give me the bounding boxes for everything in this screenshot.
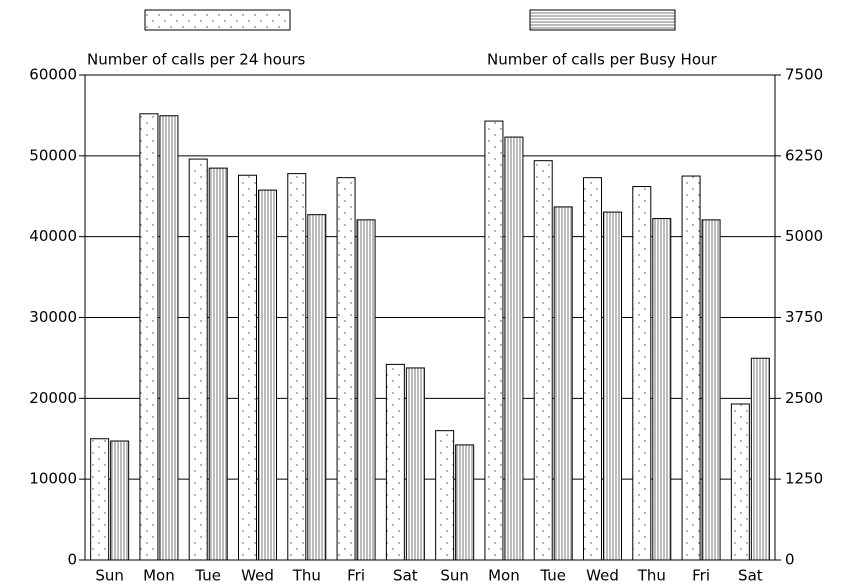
x-tick-label: Sat — [738, 567, 763, 585]
y2-tick-label: 0 — [785, 551, 795, 569]
x-tick-label: Wed — [586, 567, 619, 585]
bar — [139, 113, 159, 561]
y2-tick-label: 6250 — [785, 146, 823, 164]
bar — [258, 189, 277, 561]
bar — [750, 357, 770, 561]
bar — [356, 219, 376, 561]
x-tick-label: Tue — [194, 567, 221, 585]
bar — [603, 211, 622, 561]
x-tick-label: Fri — [692, 567, 710, 585]
bar — [208, 167, 228, 561]
x-tick-label: Mon — [488, 567, 520, 585]
bar — [385, 363, 405, 561]
bar — [652, 218, 672, 561]
x-tick-label: Sun — [440, 567, 469, 585]
x-tick-label: Thu — [292, 567, 321, 585]
bar — [484, 120, 504, 561]
y2-tick-label: 7500 — [785, 66, 823, 84]
legend-label: Number of calls per 24 hours — [87, 51, 306, 69]
plot-frame — [84, 74, 776, 561]
y-tick-label: 20000 — [29, 389, 77, 407]
x-tick-label: Sat — [393, 567, 418, 585]
legend-swatch — [529, 9, 676, 31]
bar — [583, 177, 602, 561]
bar — [110, 440, 130, 561]
bar — [90, 438, 110, 561]
y-tick-label: 50000 — [29, 146, 77, 164]
y-tick-label: 0 — [67, 551, 77, 569]
x-tick-label: Tue — [539, 567, 566, 585]
y2-tick-label: 5000 — [785, 227, 823, 245]
x-tick-label: Mon — [143, 567, 175, 585]
y-tick-label: 30000 — [29, 308, 77, 326]
x-tick-label: Wed — [241, 567, 274, 585]
bar — [238, 174, 257, 561]
x-tick-label: Fri — [347, 567, 365, 585]
bar — [287, 173, 307, 561]
y-tick-label: 60000 — [29, 66, 77, 84]
bar — [533, 160, 553, 561]
y2-tick-label: 2500 — [785, 389, 823, 407]
bar — [701, 219, 721, 561]
y-tick-label: 40000 — [29, 227, 77, 245]
y2-tick-label: 1250 — [785, 470, 823, 488]
bar — [159, 115, 179, 561]
bar — [336, 177, 356, 561]
legend-swatch — [144, 9, 291, 31]
bar — [405, 367, 425, 561]
bar — [632, 186, 652, 561]
bar — [681, 175, 701, 561]
bar — [504, 136, 524, 561]
bar — [188, 158, 208, 561]
y-tick-label: 10000 — [29, 470, 77, 488]
x-tick-label: Sun — [95, 567, 124, 585]
bar — [730, 403, 750, 561]
y2-tick-label: 3750 — [785, 308, 823, 326]
bar — [553, 206, 573, 561]
bar — [307, 214, 327, 561]
bar — [455, 444, 475, 561]
legend-label: Number of calls per Busy Hour — [487, 51, 718, 69]
bar — [435, 430, 455, 561]
x-tick-label: Thu — [637, 567, 666, 585]
